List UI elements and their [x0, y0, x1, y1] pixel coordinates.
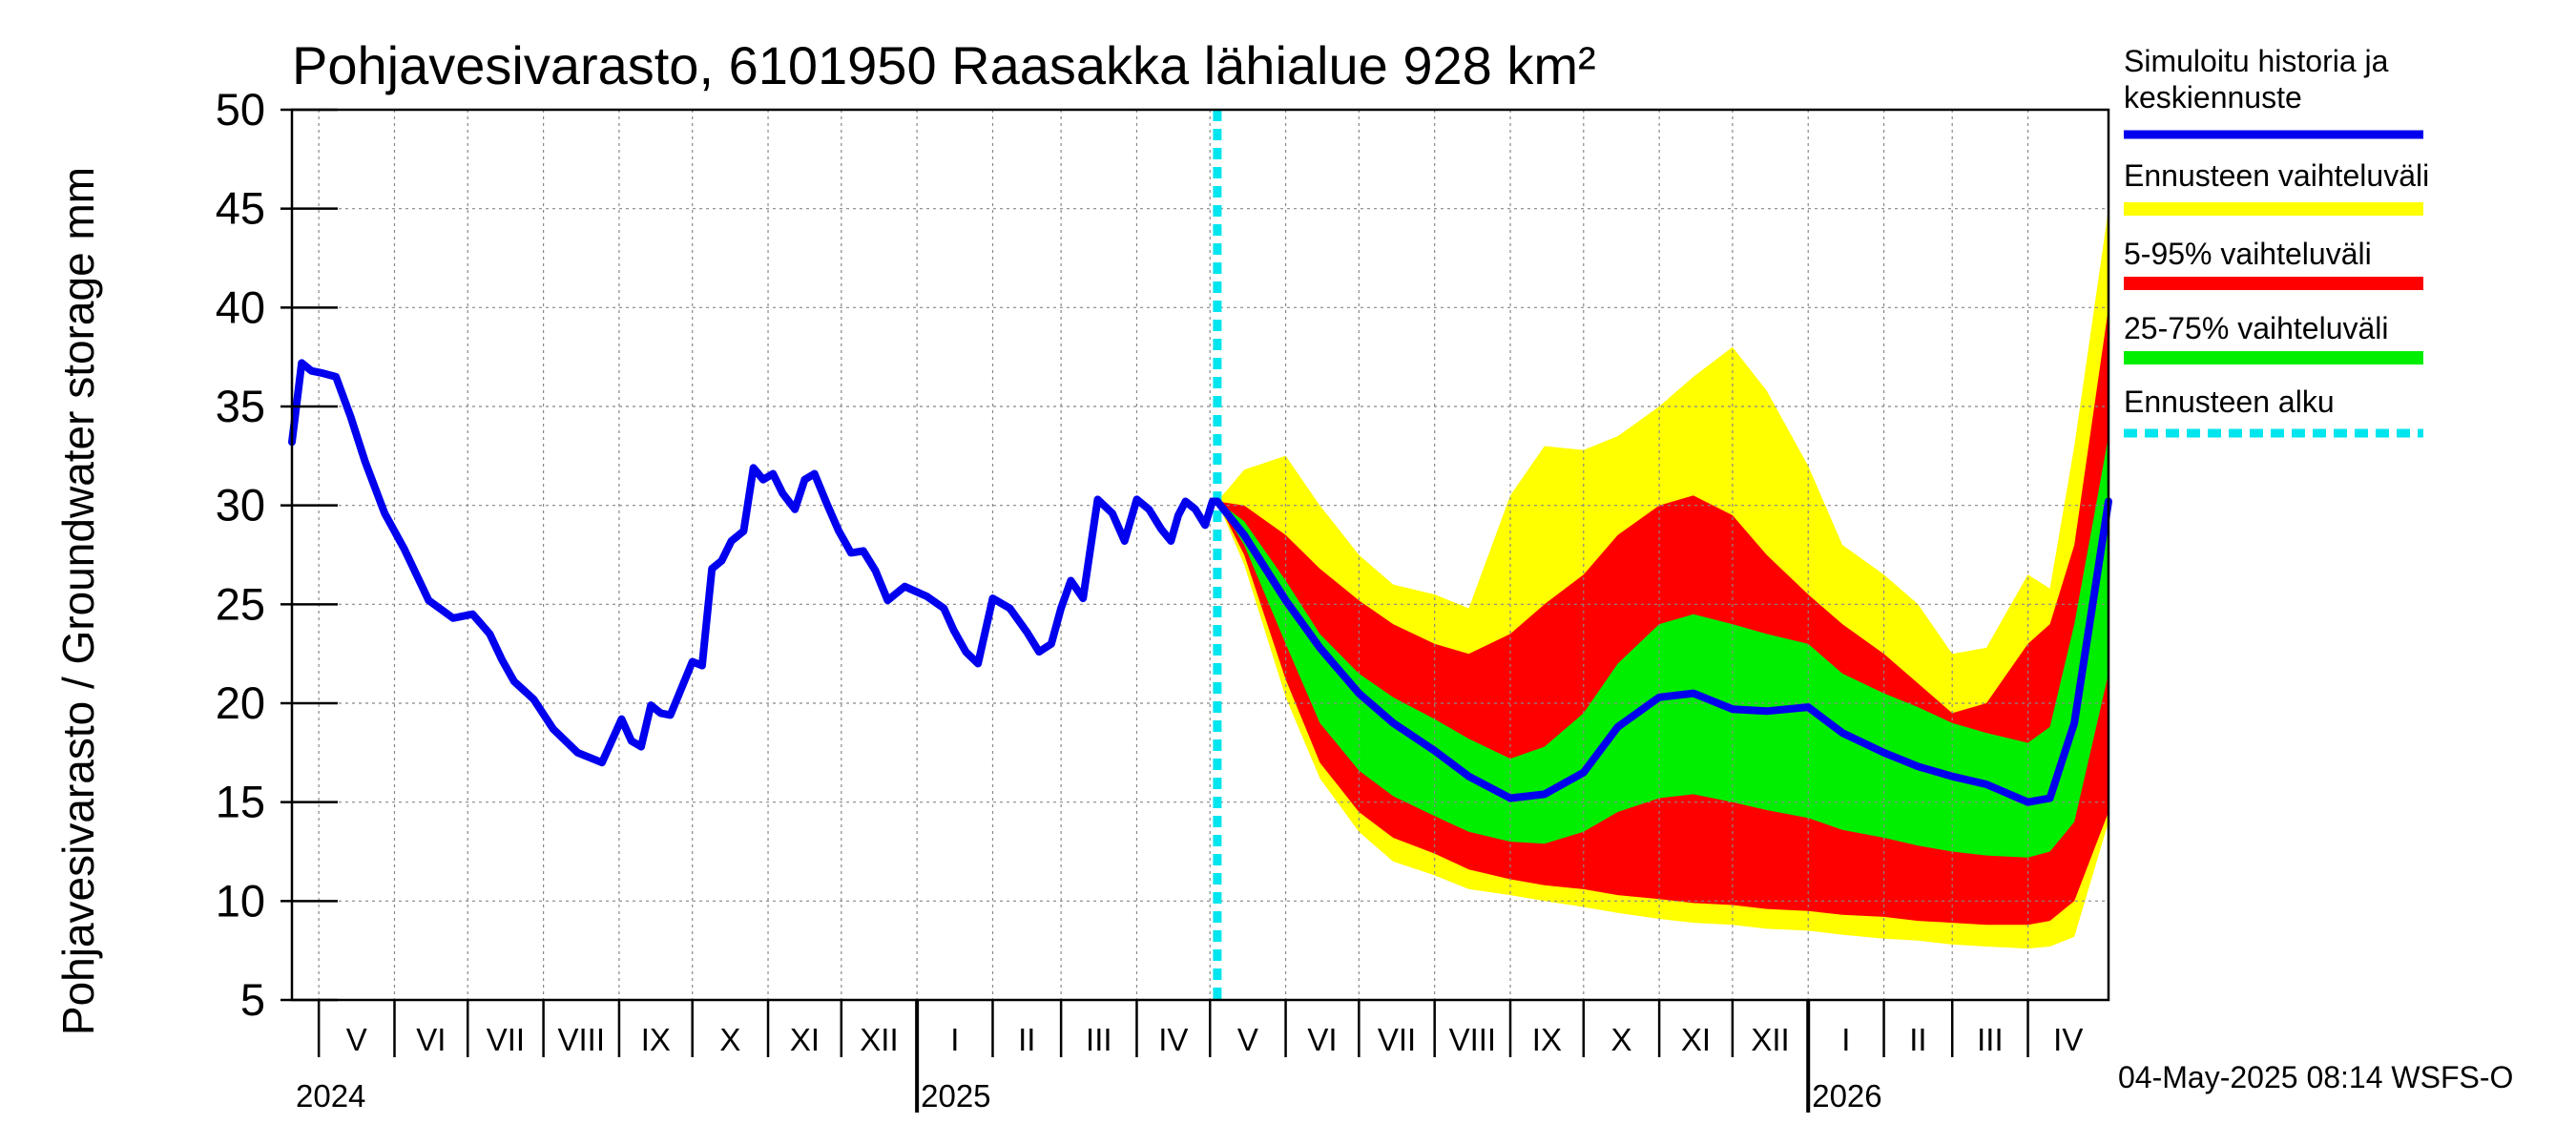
- month-label: IV: [1158, 1022, 1188, 1057]
- y-tick-label: 50: [216, 84, 265, 135]
- series-lines: [288, 110, 2112, 1000]
- y-tick-label: 10: [216, 875, 265, 926]
- month-label: XI: [1681, 1022, 1711, 1057]
- month-label: VII: [1378, 1022, 1416, 1057]
- month-label: VIII: [1449, 1022, 1497, 1057]
- month-label: VI: [416, 1022, 446, 1057]
- y-tick-label: 45: [216, 183, 265, 234]
- y-tick-label: 35: [216, 381, 265, 431]
- month-label: XII: [1751, 1022, 1789, 1057]
- year-label: 2025: [921, 1078, 990, 1114]
- month-label: III: [1086, 1022, 1112, 1057]
- month-label: I: [950, 1022, 959, 1057]
- y-tick-label: 40: [216, 281, 265, 332]
- month-label: X: [1610, 1022, 1631, 1057]
- month-label: I: [1841, 1022, 1850, 1057]
- month-label: VIII: [557, 1022, 605, 1057]
- plot-frame: [290, 108, 2110, 1002]
- y-tick-label: 5: [240, 974, 265, 1025]
- x-axis: V VI VII VIII IX X XI XII I II III IV V VI VII VIII IX X X…: [296, 1000, 2083, 1114]
- month-label: II: [1018, 1022, 1035, 1057]
- month-label: IV: [2053, 1022, 2083, 1057]
- y-tick-label: 20: [216, 677, 265, 728]
- grid-lines: [292, 109, 2109, 1000]
- legend-label: Ennusteen vaihteluväli: [2124, 158, 2429, 193]
- month-label: X: [719, 1022, 740, 1057]
- legend-label: keskiennuste: [2124, 80, 2302, 114]
- month-label: VII: [487, 1022, 525, 1057]
- y-tick-label: 15: [216, 777, 265, 827]
- history-line: [288, 359, 1221, 767]
- month-label: XI: [790, 1022, 820, 1057]
- forecast-median-line: [1213, 497, 2112, 806]
- month-label: II: [1909, 1022, 1926, 1057]
- plot-border: [290, 108, 2110, 1002]
- legend-label: Ennusteen alku: [2124, 385, 2335, 419]
- month-label: XII: [860, 1022, 898, 1057]
- legend-label: 5-95% vaihteluväli: [2124, 237, 2372, 271]
- year-label: 2024: [296, 1078, 365, 1114]
- y-tick-label: 30: [216, 480, 265, 531]
- month-label: IX: [1532, 1022, 1562, 1057]
- y-tick-label: 25: [216, 578, 265, 629]
- legend-label: Simuloitu historia ja: [2124, 44, 2389, 78]
- month-label: IX: [641, 1022, 671, 1057]
- footer-timestamp: 04-May-2025 08:14 WSFS-O: [2118, 1060, 2513, 1094]
- legend-label: 25-75% vaihteluväli: [2124, 311, 2389, 345]
- month-label: V: [346, 1022, 367, 1057]
- month-label: III: [1977, 1022, 2004, 1057]
- month-label: V: [1237, 1022, 1258, 1057]
- y-axis: 5 10 15 20 25 30 35 40 45 50: [216, 84, 338, 1025]
- year-label: 2026: [1812, 1078, 1881, 1114]
- month-label: VI: [1307, 1022, 1337, 1057]
- y-axis-label: Pohjavesivarasto / Groundwater storage m…: [53, 167, 103, 1035]
- chart-title: Pohjavesivarasto, 6101950 Raasakka lähia…: [292, 35, 1596, 95]
